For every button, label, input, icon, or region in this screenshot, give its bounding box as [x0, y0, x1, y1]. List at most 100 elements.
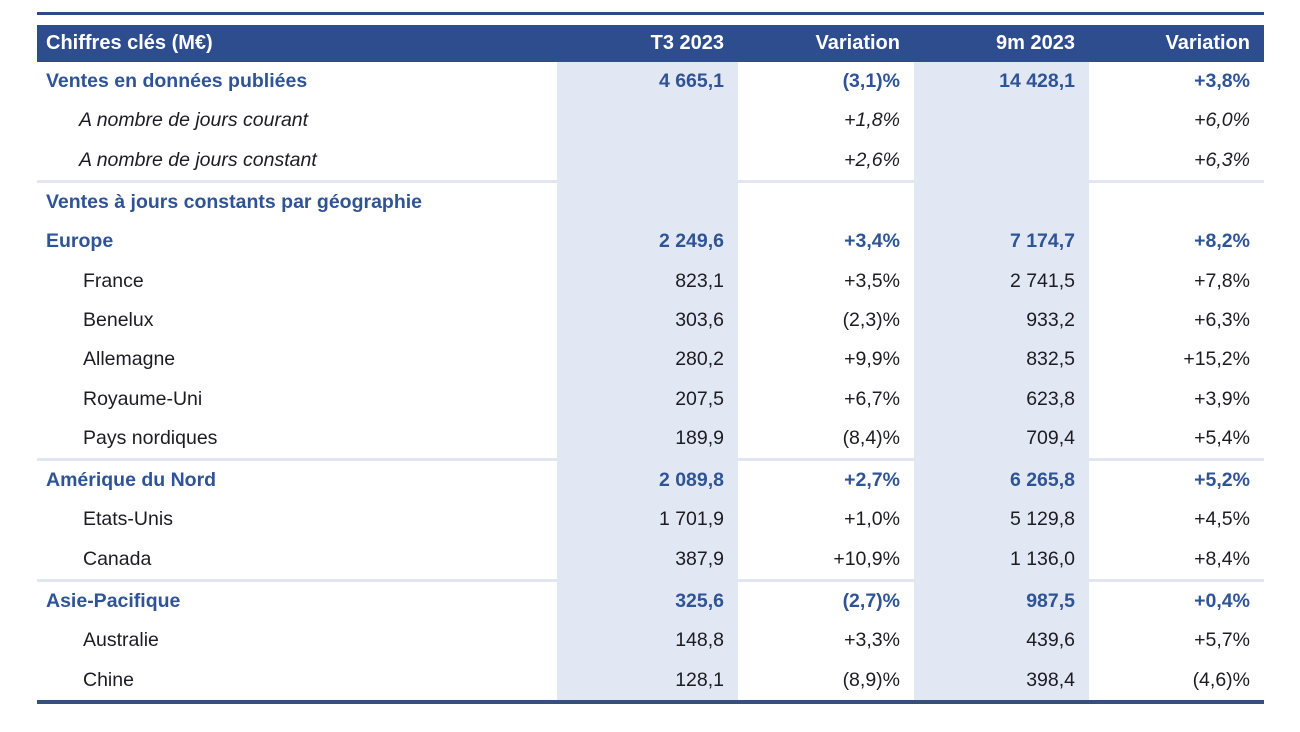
row-label: A nombre de jours courant — [79, 109, 309, 132]
column-header-variation-9m: Variation — [1089, 25, 1264, 62]
cell-variation-t3: (2,3)% — [842, 308, 900, 331]
cell-t3-2023 — [557, 140, 738, 182]
cell-9m-2023: 5 129,8 — [914, 500, 1089, 540]
row-label: Royaume-Uni — [83, 387, 203, 410]
key-figures-table: Chiffres clés (M€) T3 2023 Variation 9m … — [37, 25, 1264, 700]
row-label: Benelux — [83, 308, 154, 331]
cell-9m-2023: 623,8 — [914, 379, 1089, 419]
table-row: Australie 148,8 +3,3% 439,6 +5,7% — [37, 621, 1264, 661]
table-row: Allemagne 280,2 +9,9% 832,5 +15,2% — [37, 340, 1264, 380]
cell-t3-2023: 189,9 — [557, 418, 738, 460]
row-label: A nombre de jours constant — [79, 148, 317, 171]
cell-9m-2023 — [914, 101, 1089, 141]
cell-variation-9m: +3,9% — [1194, 387, 1250, 410]
column-header-title: Chiffres clés (M€) — [37, 25, 557, 62]
cell-variation-t3: +9,9% — [844, 348, 900, 371]
table-row: A nombre de jours constant +2,6% +6,3% — [37, 140, 1264, 182]
table-row: Chine 128,1 (8,9)% 398,4 (4,6)% — [37, 660, 1264, 700]
cell-9m-2023: 7 174,7 — [914, 222, 1089, 262]
row-label: Canada — [83, 547, 152, 570]
table-row: Asie-Pacifique 325,6 (2,7)% 987,5 +0,4% — [37, 578, 1264, 622]
cell-variation-9m: +5,4% — [1194, 426, 1250, 449]
cell-variation-t3: +3,3% — [844, 629, 900, 652]
row-label: Asie-Pacifique — [37, 578, 557, 622]
cell-t3-2023 — [557, 101, 738, 141]
row-label: Europe — [46, 230, 114, 253]
table-row: France 823,1 +3,5% 2 741,5 +7,8% — [37, 261, 1264, 301]
cell-variation-t3: +1,8% — [844, 109, 900, 132]
cell-variation-9m: +6,0% — [1194, 109, 1250, 132]
cell-t3-2023: 325,6 — [557, 578, 738, 622]
row-label: France — [83, 269, 144, 292]
cell-variation-9m: +7,8% — [1194, 269, 1250, 292]
key-figures-table-container: Chiffres clés (M€) T3 2023 Variation 9m … — [37, 12, 1264, 704]
cell-t3-2023: 2 249,6 — [557, 222, 738, 262]
table-row: Benelux 303,6 (2,3)% 933,2 +6,3% — [37, 300, 1264, 341]
row-label: Amérique du Nord — [37, 457, 557, 501]
cell-variation-t3: +2,7% — [738, 457, 914, 501]
cell-variation-t3: +6,7% — [844, 387, 900, 410]
table-row: Europe 2 249,6 +3,4% 7 174,7 +8,2% — [37, 222, 1264, 262]
cell-t3-2023: 1 701,9 — [557, 500, 738, 540]
cell-variation-t3: (3,1)% — [842, 70, 900, 93]
cell-9m-2023: 439,6 — [914, 621, 1089, 661]
table-row: Pays nordiques 189,9 (8,4)% 709,4 +5,4% — [37, 418, 1264, 460]
table-bottom-rule — [37, 699, 1264, 704]
cell-variation-9m: +6,3% — [1194, 308, 1250, 331]
cell-9m-2023 — [914, 140, 1089, 182]
cell-9m-2023 — [914, 179, 1089, 223]
row-label: Australie — [83, 629, 159, 652]
cell-variation-9m: +15,2% — [1183, 348, 1250, 371]
table-row: Canada 387,9 +10,9% 1 136,0 +8,4% — [37, 539, 1264, 581]
cell-variation-9m: +4,5% — [1194, 508, 1250, 531]
cell-variation-t3: +3,5% — [844, 269, 900, 292]
cell-variation-9m — [1089, 179, 1264, 223]
table-row: A nombre de jours courant +1,8% +6,0% — [37, 101, 1264, 141]
cell-t3-2023: 207,5 — [557, 379, 738, 419]
cell-variation-9m: +3,8% — [1194, 70, 1250, 93]
cell-variation-t3: (8,9)% — [842, 668, 900, 691]
cell-variation-9m: +5,7% — [1194, 629, 1250, 652]
cell-t3-2023: 2 089,8 — [557, 457, 738, 501]
column-header-t3-2023: T3 2023 — [557, 25, 738, 62]
cell-variation-9m: +8,4% — [1194, 547, 1250, 570]
table-row: Royaume-Uni 207,5 +6,7% 623,8 +3,9% — [37, 379, 1264, 419]
table-row: Etats-Unis 1 701,9 +1,0% 5 129,8 +4,5% — [37, 500, 1264, 540]
column-header-9m-2023: 9m 2023 — [914, 25, 1089, 62]
cell-9m-2023: 6 265,8 — [914, 457, 1089, 501]
cell-t3-2023: 148,8 — [557, 621, 738, 661]
cell-variation-t3: +3,4% — [844, 230, 900, 253]
cell-variation-t3: +2,6% — [844, 148, 900, 171]
cell-variation-9m: +0,4% — [1089, 578, 1264, 622]
column-header-variation-t3: Variation — [738, 25, 914, 62]
table-row: Amérique du Nord 2 089,8 +2,7% 6 265,8 +… — [37, 457, 1264, 501]
row-label: Allemagne — [83, 348, 176, 371]
cell-9m-2023: 398,4 — [914, 660, 1089, 700]
table-top-rule — [37, 12, 1264, 15]
header-row: Chiffres clés (M€) T3 2023 Variation 9m … — [37, 25, 1264, 62]
cell-variation-9m: +5,2% — [1089, 457, 1264, 501]
row-label: Ventes à jours constants par géographie — [37, 179, 557, 223]
row-label: Ventes en données publiées — [46, 70, 308, 93]
cell-9m-2023: 987,5 — [914, 578, 1089, 622]
cell-variation-t3: (8,4)% — [842, 426, 900, 449]
cell-variation-t3 — [738, 179, 914, 223]
cell-variation-9m: (4,6)% — [1192, 668, 1250, 691]
table-row: Ventes à jours constants par géographie — [37, 179, 1264, 223]
cell-t3-2023: 128,1 — [557, 660, 738, 700]
cell-variation-t3: +10,9% — [833, 547, 900, 570]
cell-t3-2023: 280,2 — [557, 340, 738, 380]
row-label: Pays nordiques — [83, 426, 218, 449]
cell-t3-2023: 387,9 — [557, 539, 738, 581]
cell-9m-2023: 1 136,0 — [914, 539, 1089, 581]
cell-variation-t3: (2,7)% — [738, 578, 914, 622]
cell-t3-2023 — [557, 179, 738, 223]
cell-variation-t3: +1,0% — [844, 508, 900, 531]
cell-9m-2023: 832,5 — [914, 340, 1089, 380]
cell-t3-2023: 303,6 — [557, 300, 738, 341]
cell-t3-2023: 4 665,1 — [557, 62, 738, 102]
cell-9m-2023: 14 428,1 — [914, 62, 1089, 102]
cell-9m-2023: 933,2 — [914, 300, 1089, 341]
cell-variation-9m: +6,3% — [1194, 148, 1250, 171]
